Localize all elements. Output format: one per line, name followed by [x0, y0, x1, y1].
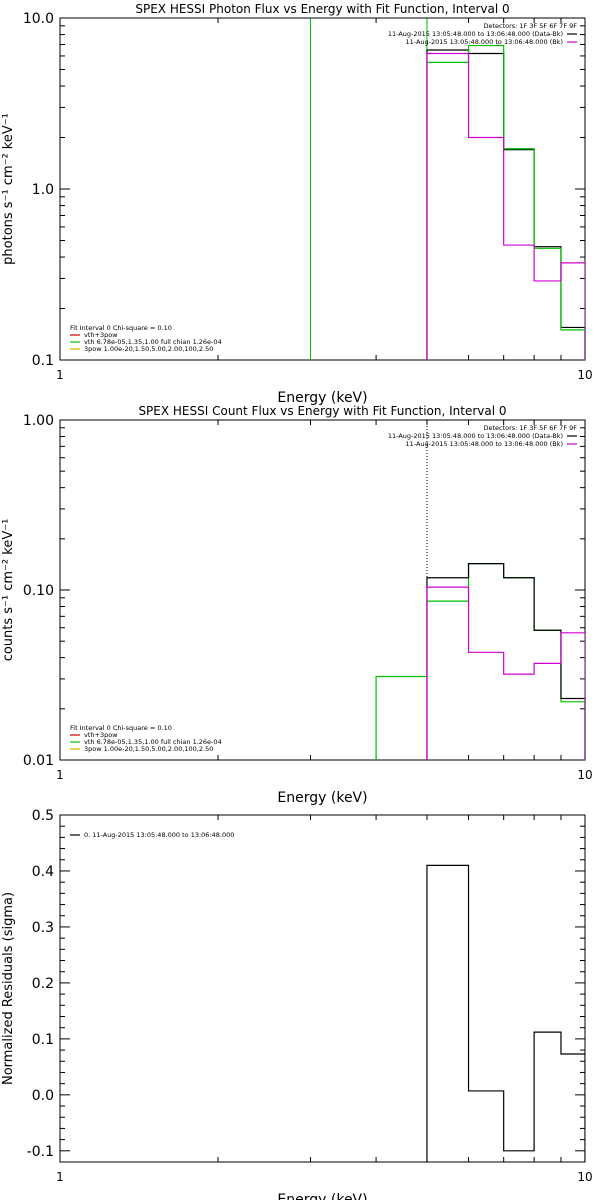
legend-top-right: Detectors: 1F 3F 5F 6F 7F 9F11-Aug-2015 …: [388, 22, 577, 46]
chart-panel-3: 1 10 Energy (keV) -0.1 0.0 0.1 0.2 0.3 0.4 0.5 Nor…: [1, 808, 593, 1200]
x-tick-label: 10: [577, 368, 592, 382]
series-1-step: [426, 49, 585, 360]
legend-entry: vth+3pow: [84, 331, 118, 339]
x-tick-label: 1: [56, 1170, 64, 1184]
legend-entry: vth 6.78e-05,1.35,1.00 full chian 1.26e-…: [84, 338, 222, 346]
legend-header: Fit Interval 0 Chi-square = 0.10: [70, 324, 172, 332]
plot-frame: [59, 419, 586, 761]
y-tick-label: 0.2: [32, 976, 54, 992]
series-3-step: [426, 586, 585, 760]
series-1-step: [426, 864, 585, 1162]
x-axis-label: Energy (keV): [277, 390, 367, 406]
y-tick-label: 0.01: [23, 753, 54, 769]
chart-title: SPEX HESSI Count Flux vs Energy with Fit…: [138, 404, 506, 418]
legend-top-right: Detectors: 1F 3F 5F 6F 7F 9F11-Aug-2015 …: [388, 424, 577, 448]
legend-header: Detectors: 1F 3F 5F 6F 7F 9F: [483, 424, 577, 432]
legend-entry: 11-Aug-2015 13:05:48.000 to 13:06:48.000…: [388, 30, 563, 38]
y-tick-label: 1.0: [32, 182, 54, 198]
legend-header: Detectors: 1F 3F 5F 6F 7F 9F: [483, 22, 577, 30]
plot-frame: [59, 17, 586, 361]
legend-entry: vth+3pow: [84, 731, 118, 739]
legend-entry: 3pow 1.00e-20,1.50,5.00,2.00,100,2.50: [84, 345, 213, 353]
legend-entry: 0. 11-Aug-2015 13:05:48.000 to 13:06:48.…: [84, 831, 234, 839]
chart-panel-1: SPEX HESSI Photon Flux vs Energy with Fi…: [1, 2, 593, 406]
x-tick-label: 10: [577, 768, 592, 782]
data-layer: [309, 18, 585, 360]
y-tick-label: 0.1: [32, 1032, 54, 1048]
legend-entry: vth 6.78e-05,1.35,1.00 full chian 1.26e-…: [84, 738, 222, 746]
chart-panel-2: SPEX HESSI Count Flux vs Energy with Fit…: [1, 404, 593, 806]
y-tick-label: 0.5: [32, 808, 54, 824]
y-tick-label: 0.4: [32, 864, 54, 880]
legend-entry: 11-Aug-2015 13:05:48.000 to 13:06:48.000…: [388, 432, 563, 440]
y-tick-label: 10.0: [23, 11, 54, 27]
y-tick-label: 0.1: [32, 353, 54, 369]
series-2-step: [426, 44, 585, 360]
x-axis-label: Energy (keV): [277, 1192, 367, 1200]
y-axis-label: photons s⁻¹ cm⁻² keV⁻¹: [1, 113, 16, 265]
y-tick-label: 0.10: [23, 583, 54, 599]
y-tick-label: 1.00: [23, 413, 54, 429]
x-tick-label: 1: [56, 368, 64, 382]
series-1-step: [375, 562, 585, 760]
data-layer: [375, 420, 585, 760]
legend-bottom-left: Fit Interval 0 Chi-square = 0.10vth+3pow…: [70, 324, 222, 353]
legend-entry: 11-Aug-2015 13:05:48.000 to 13:06:48.000…: [406, 38, 563, 46]
y-tick-label: 0.3: [32, 920, 54, 936]
x-axis-label: Energy (keV): [277, 790, 367, 806]
chart-title: SPEX HESSI Photon Flux vs Energy with Fi…: [135, 2, 509, 16]
y-tick-label: 0.0: [32, 1088, 54, 1104]
legend-entry: 11-Aug-2015 13:05:48.000 to 13:06:48.000…: [406, 440, 563, 448]
legend-top-left: 0. 11-Aug-2015 13:05:48.000 to 13:06:48.…: [70, 831, 234, 839]
data-layer: [426, 864, 585, 1162]
legend-header: Fit Interval 0 Chi-square = 0.10: [70, 724, 172, 732]
series-3-step: [426, 52, 585, 360]
y-axis-label: Normalized Residuals (sigma): [1, 892, 16, 1085]
legend-entry: 3pow 1.00e-20,1.50,5.00,2.00,100,2.50: [84, 745, 213, 753]
x-tick-label: 10: [577, 1170, 592, 1184]
x-tick-label: 1: [56, 768, 64, 782]
plot-frame: [59, 814, 586, 1163]
y-axis-label: counts s⁻¹ cm⁻² keV⁻¹: [1, 519, 16, 662]
legend-bottom-left: Fit Interval 0 Chi-square = 0.10vth+3pow…: [70, 724, 222, 753]
series-2-step: [426, 562, 585, 760]
y-tick-label: -0.1: [27, 1144, 54, 1160]
